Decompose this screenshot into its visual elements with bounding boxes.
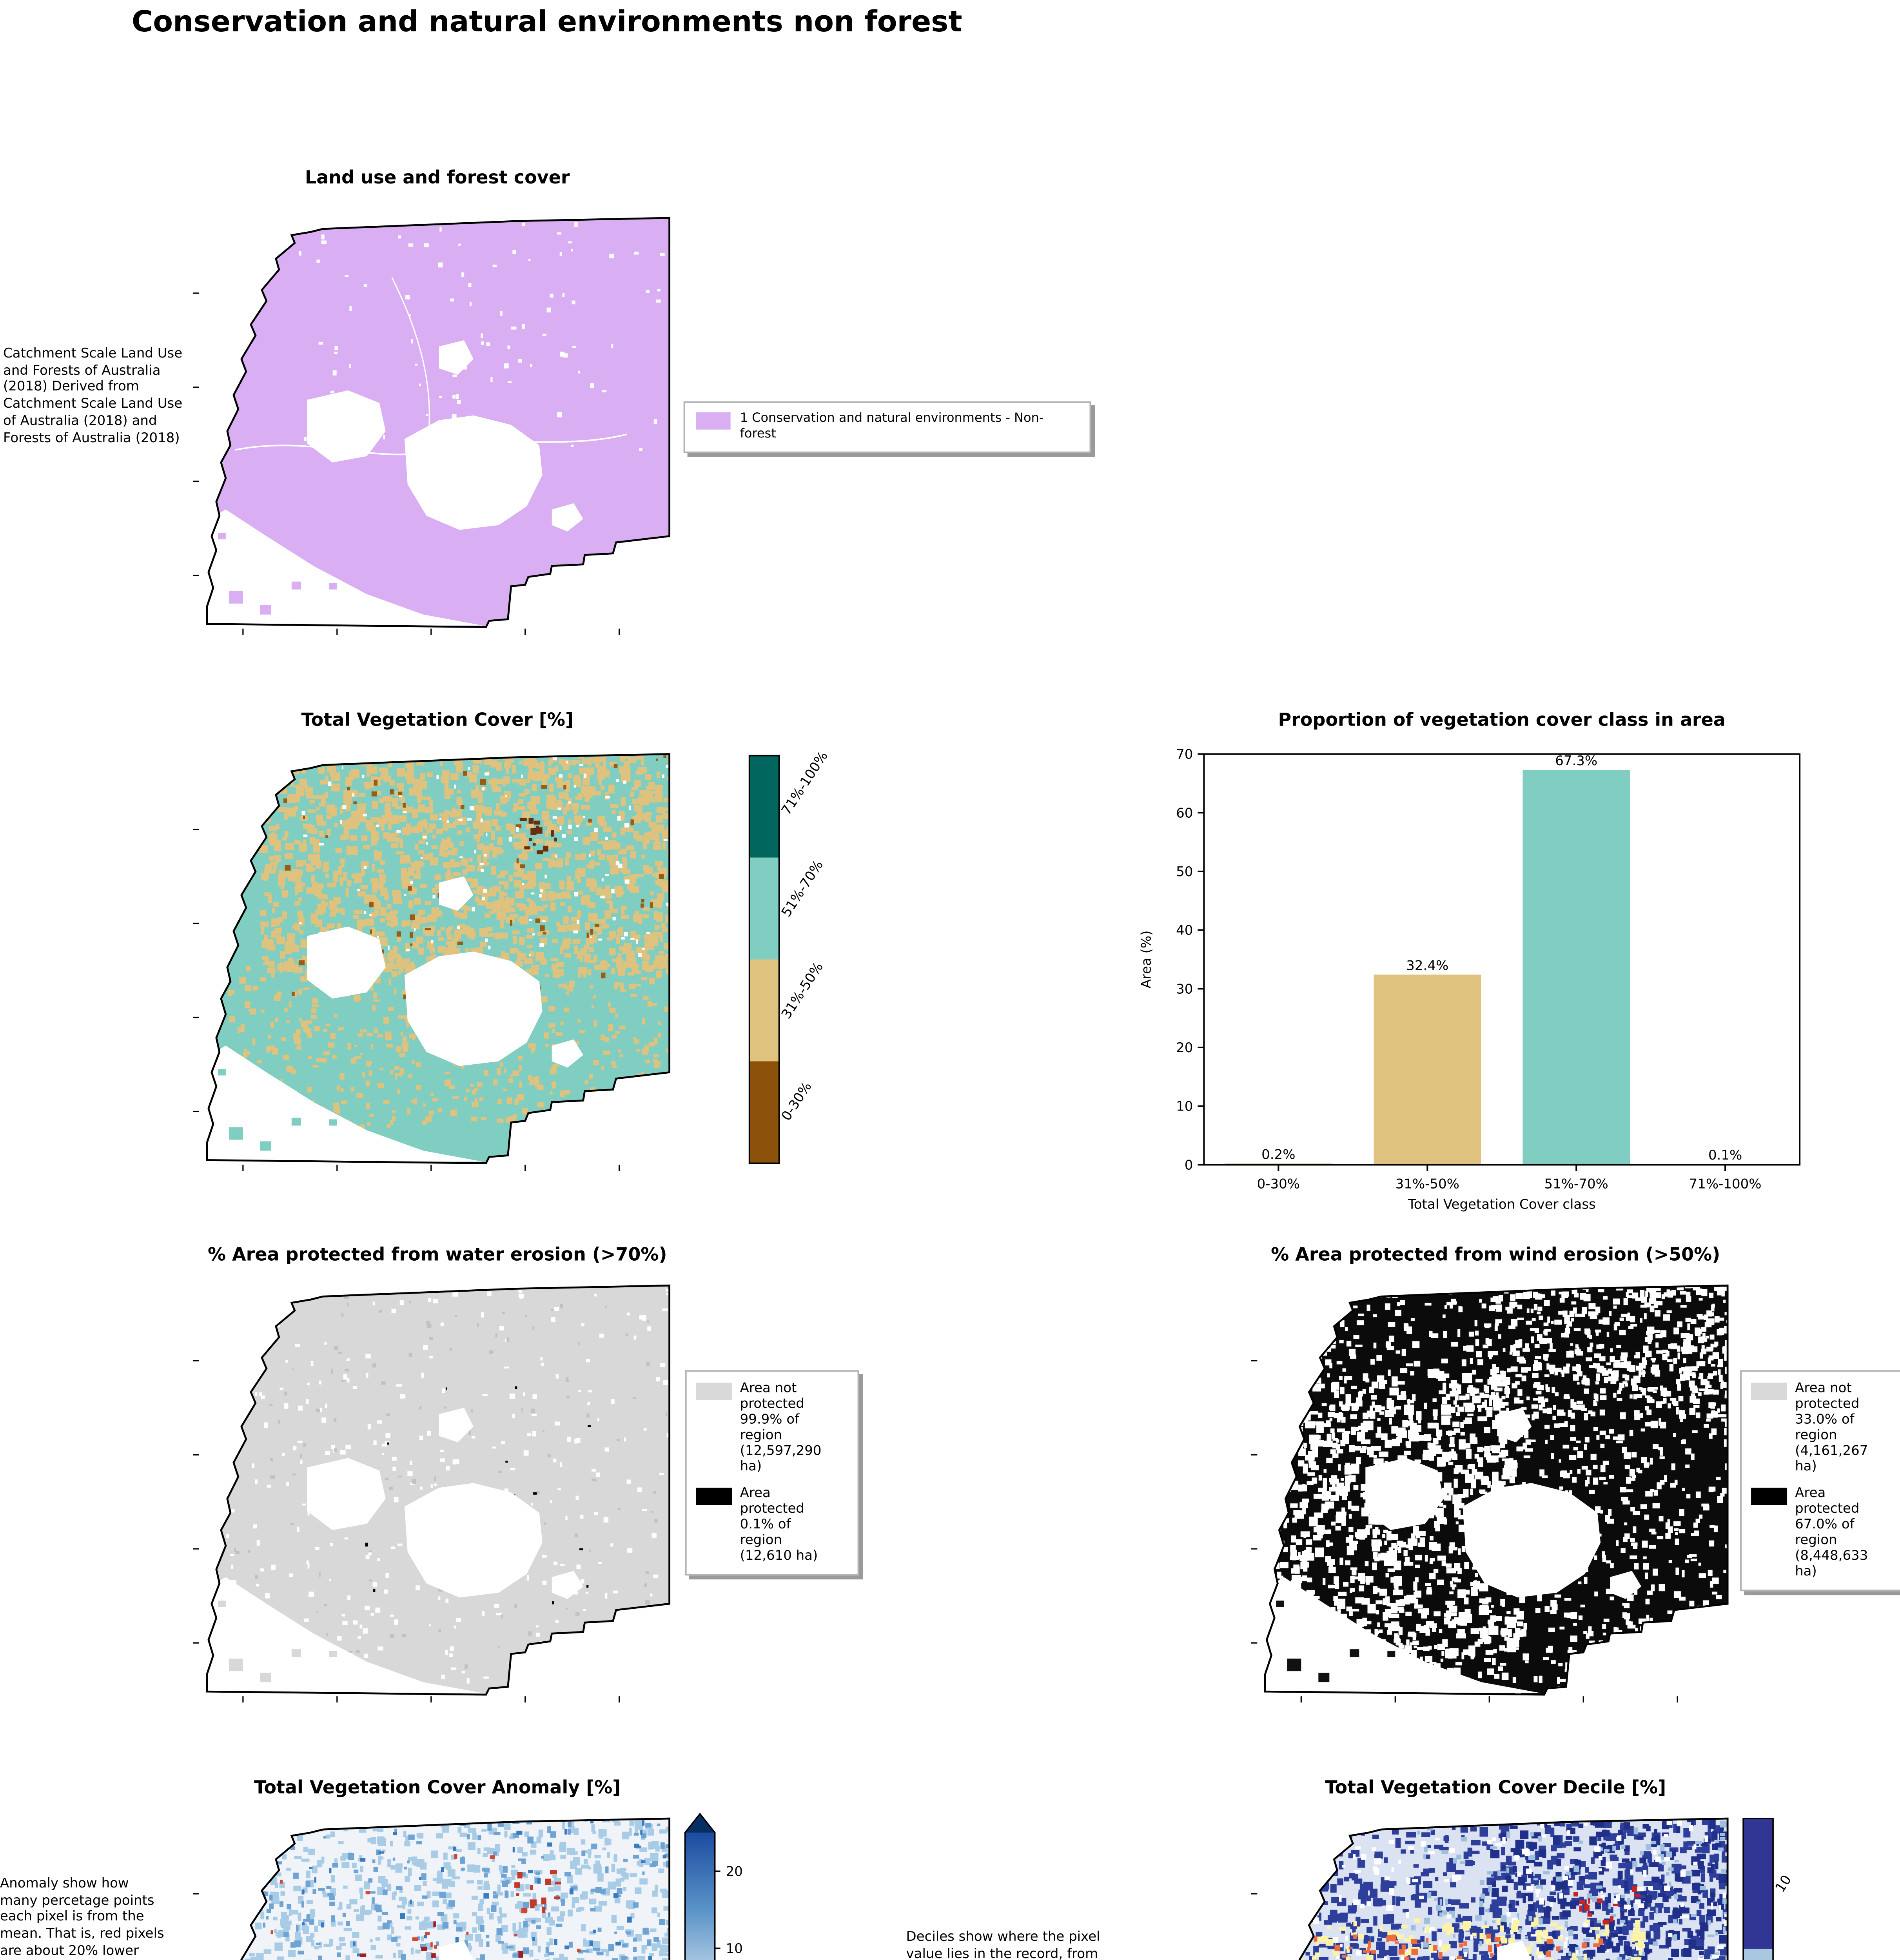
anomaly-colorbar: 20100−10−20 [684, 1813, 743, 1960]
wind-legend-label-protected: Area protected 67.0% of region (8,448,63… [1795, 1486, 1868, 1581]
svg-text:71%-100%: 71%-100% [779, 749, 831, 818]
water-legend-label-protected: Area protected 0.1% of region (12,610 ha… [740, 1486, 818, 1565]
svg-text:Total Vegetation Cover class: Total Vegetation Cover class [1408, 1196, 1596, 1212]
svg-text:71%-100%: 71%-100% [1689, 1176, 1762, 1192]
wind-legend-entry-protected: Area protected 67.0% of region (8,448,63… [1751, 1486, 1900, 1581]
wind-title: % Area protected from wind erosion (>50%… [1271, 1243, 1720, 1265]
decile-colorbar: 108-94-72-31 [1742, 1818, 1795, 1960]
anomaly-map [192, 1817, 671, 1960]
landuse-legend-label: 1 Conservation and natural environments … [740, 410, 1044, 441]
decile-map [1251, 1817, 1729, 1960]
proportion-chart-title: Proportion of vegetation cover class in … [1278, 708, 1726, 731]
svg-text:70: 70 [1176, 747, 1193, 762]
svg-text:51%-70%: 51%-70% [1544, 1176, 1608, 1192]
svg-text:67.3%: 67.3% [1555, 753, 1597, 769]
svg-text:60: 60 [1176, 805, 1193, 821]
water-legend-entry-protected: Area protected 0.1% of region (12,610 ha… [696, 1486, 848, 1565]
vegcover-colorbar: 71%-100% 51%-70% 31%-50% 0-30% [748, 749, 831, 1164]
landuse-legend-swatch [696, 412, 731, 430]
wind-legend-swatch-protected [1751, 1488, 1787, 1505]
svg-text:30: 30 [1176, 981, 1193, 997]
landuse-map [192, 217, 671, 635]
water-title: % Area protected from water erosion (>70… [207, 1243, 667, 1265]
svg-text:0.2%: 0.2% [1261, 1147, 1295, 1163]
landuse-note: Catchment Scale Land Use and Forests of … [3, 346, 183, 446]
svg-text:0: 0 [1185, 1157, 1193, 1173]
proportion-bar-chart: 0 10 20 30 40 50 60 70 0.2% 0-30% 32.4% 31%-50% 67.3… [1138, 747, 1801, 1212]
anomaly-title: Total Vegetation Cover Anomaly [%] [254, 1776, 621, 1798]
svg-text:31%-50%: 31%-50% [779, 960, 827, 1022]
vegcover-title: Total Vegetation Cover [%] [301, 708, 574, 731]
water-legend-swatch-protected [696, 1488, 732, 1505]
svg-text:20: 20 [1176, 1040, 1193, 1056]
svg-text:40: 40 [1176, 923, 1193, 938]
svg-text:50: 50 [1176, 864, 1193, 880]
water-legend-entry-not-protected: Area not protected 99.9% of region (12,5… [696, 1381, 848, 1475]
wind-legend: Area not protected 33.0% of region (4,16… [1740, 1370, 1900, 1592]
wind-legend-swatch-not-protected [1751, 1383, 1787, 1400]
page-title: Conservation and natural environments no… [131, 6, 962, 39]
svg-text:51%-70%: 51%-70% [779, 858, 827, 920]
svg-text:31%-50%: 31%-50% [1396, 1176, 1459, 1192]
landuse-title: Land use and forest cover [305, 166, 570, 188]
svg-text:10: 10 [1176, 1099, 1193, 1114]
landuse-legend: 1 Conservation and natural environments … [683, 401, 1091, 453]
wind-erosion-map [1251, 1284, 1729, 1703]
water-legend: Area not protected 99.9% of region (12,5… [685, 1370, 859, 1576]
svg-text:0.1%: 0.1% [1708, 1147, 1742, 1163]
water-legend-swatch-not-protected [696, 1383, 732, 1400]
anomaly-note: Anomaly show how many percetage points e… [0, 1877, 164, 1960]
wind-legend-entry-not-protected: Area not protected 33.0% of region (4,16… [1751, 1381, 1900, 1475]
decile-note: Deciles show where the pixel value lies … [906, 1930, 1100, 1960]
water-legend-label-not-protected: Area not protected 99.9% of region (12,5… [740, 1381, 822, 1475]
wind-legend-label-not-protected: Area not protected 33.0% of region (4,16… [1795, 1381, 1868, 1475]
water-erosion-map [192, 1284, 671, 1703]
svg-text:32.4%: 32.4% [1406, 958, 1448, 973]
decile-title: Total Vegetation Cover Decile [%] [1325, 1776, 1666, 1798]
vegcover-map [192, 753, 671, 1171]
svg-text:0-30%: 0-30% [779, 1079, 815, 1124]
svg-text:Area (%): Area (%) [1138, 931, 1154, 989]
svg-text:0-30%: 0-30% [1257, 1176, 1300, 1192]
